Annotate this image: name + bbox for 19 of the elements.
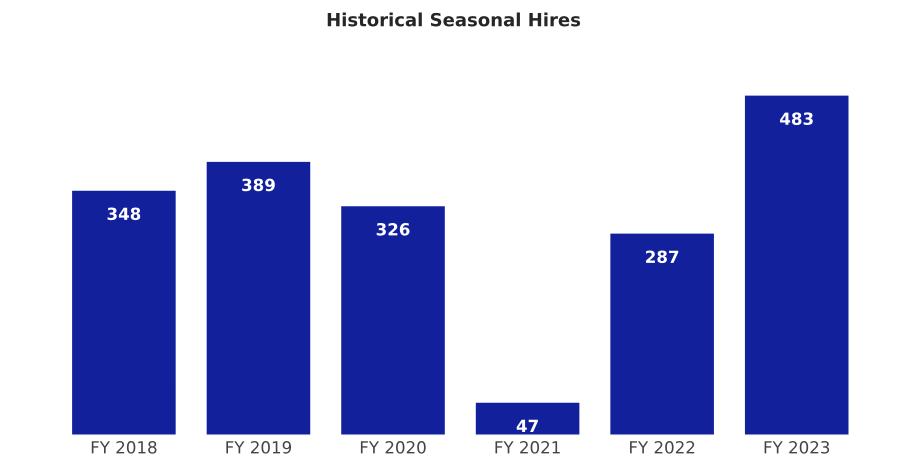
x-tick-label: FY 2021: [495, 441, 560, 454]
x-tick-label: FY 2019: [226, 441, 292, 454]
bar: [340, 204, 446, 436]
data-label: 483: [780, 112, 813, 125]
data-label: 326: [376, 223, 410, 236]
data-label: 389: [242, 178, 275, 192]
x-tick-label: FY 2020: [360, 441, 426, 454]
bar: [205, 160, 312, 436]
data-label: 47: [516, 420, 538, 432]
bar: [474, 401, 581, 436]
chart-title: Historical Seasonal Hires: [328, 12, 580, 26]
bar: [70, 189, 178, 436]
x-tick-label: FY 2018: [92, 441, 156, 454]
data-label: 348: [108, 208, 140, 220]
bar: [608, 232, 716, 436]
data-label: 287: [646, 250, 678, 264]
x-tick-label: FY 2023: [764, 441, 830, 454]
x-tick-label: FY 2022: [630, 441, 694, 454]
bar: [744, 94, 850, 436]
